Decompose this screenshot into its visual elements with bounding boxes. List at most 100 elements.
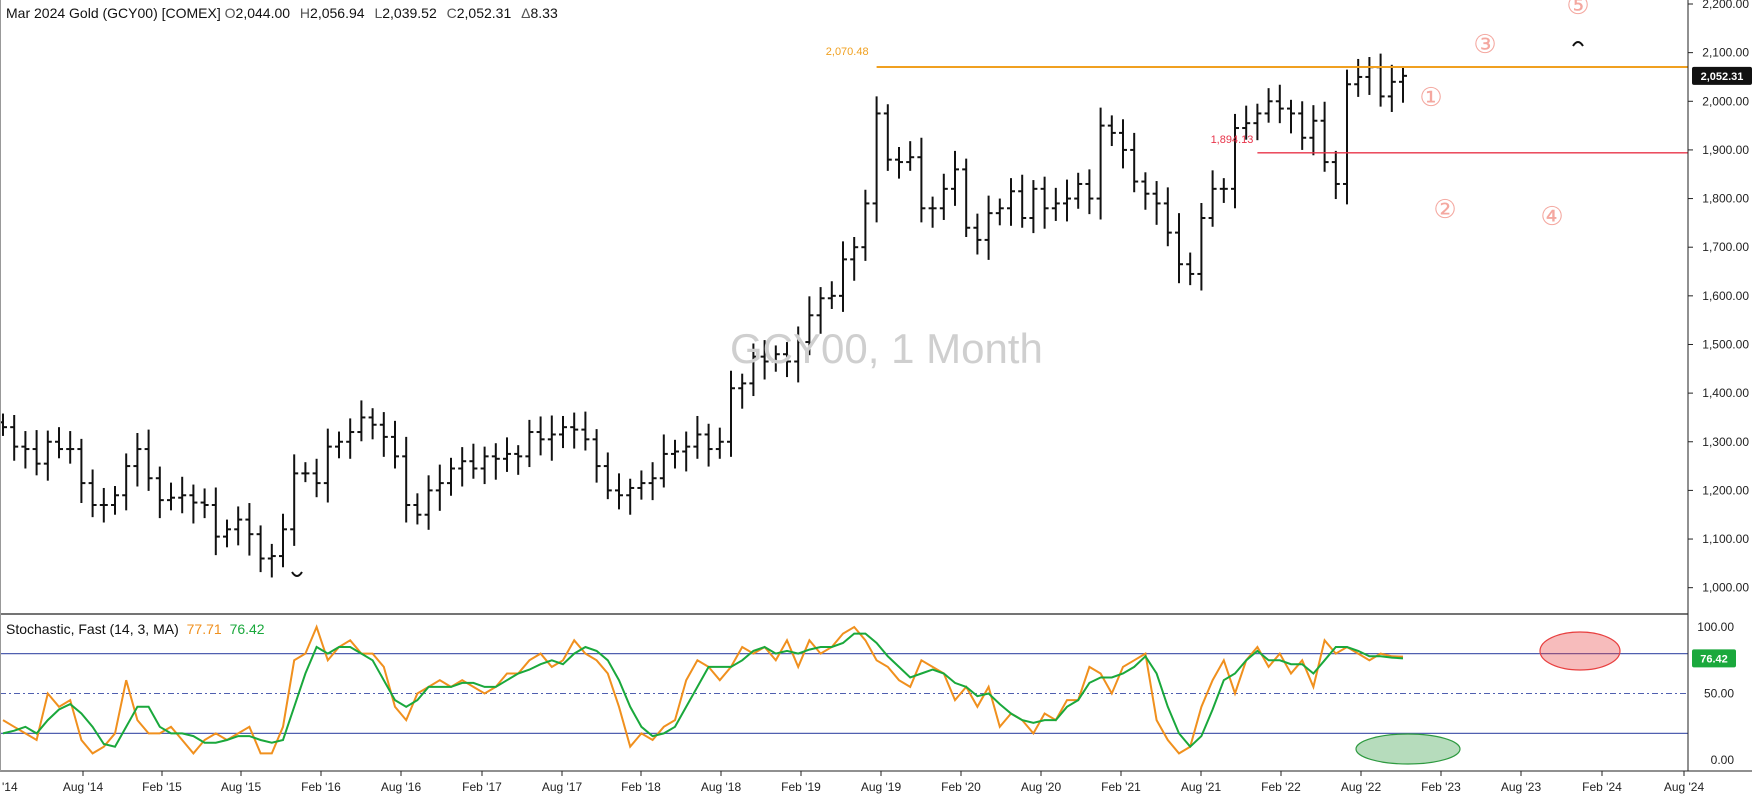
stochastic-title: Stochastic, Fast — [6, 621, 106, 637]
x-tick-label: Feb '24 — [1582, 780, 1622, 794]
price-bar — [671, 439, 679, 469]
price-bar — [525, 419, 534, 468]
price-tick-label: 2,200.00 — [1702, 0, 1749, 11]
price-bar — [906, 141, 915, 171]
price-tick-label: 1,400.00 — [1702, 386, 1749, 400]
price-bar — [447, 457, 455, 496]
overbought-ellipse — [1539, 631, 1621, 671]
price-bar — [514, 445, 523, 475]
price-bar — [223, 519, 231, 548]
price-bar — [178, 476, 187, 514]
price-tick-label: 1,700.00 — [1702, 240, 1749, 254]
price-bar — [895, 147, 903, 179]
price-bar — [1018, 174, 1027, 228]
price-bar — [1119, 119, 1127, 169]
price-bar — [491, 443, 500, 480]
price-bar — [805, 296, 814, 356]
x-tick-label: Aug '20 — [1021, 780, 1062, 794]
x-tick-label: Feb '17 — [462, 780, 502, 794]
price-bar — [10, 415, 19, 461]
chart-watermark: GCY00, 1 Month — [730, 325, 1043, 372]
last-price-tag-bg — [1692, 66, 1752, 85]
price-tick-label: 1,100.00 — [1702, 532, 1749, 546]
price-bar — [458, 447, 467, 487]
price-bar — [234, 506, 243, 546]
price-bar — [167, 482, 175, 511]
price-bar — [503, 437, 511, 472]
price-bar — [88, 469, 97, 518]
x-tick-label: Feb '20 — [941, 780, 981, 794]
price-tick-label: 1,900.00 — [1702, 143, 1749, 157]
price-tick-label: 1,600.00 — [1702, 289, 1749, 303]
price-bar — [928, 196, 937, 228]
x-tick-label: '14 — [2, 780, 18, 794]
stoch-d-line — [2, 632, 1404, 749]
price-bar — [872, 96, 881, 223]
x-tick-label: Feb '16 — [301, 780, 341, 794]
price-bar — [1107, 115, 1116, 147]
price-bar — [1354, 58, 1363, 97]
price-bar — [1219, 178, 1228, 203]
price-bar — [346, 418, 355, 459]
price-bar — [424, 475, 433, 530]
symbol-title: Mar 2024 Gold (GCY00) [COMEX] — [6, 5, 221, 21]
price-bar — [1320, 101, 1329, 172]
price-bar — [357, 400, 366, 442]
price-bar — [1231, 113, 1239, 209]
stoch-tick-label: 0.00 — [1711, 753, 1735, 767]
price-bar — [637, 470, 646, 500]
price-bar — [133, 433, 142, 487]
price-bar — [469, 443, 478, 479]
price-bar — [1264, 88, 1273, 123]
price-bar — [99, 487, 108, 523]
x-tick-label: Feb '15 — [142, 780, 182, 794]
price-bar — [1074, 172, 1083, 209]
price-bar — [77, 438, 86, 504]
price-bar — [256, 525, 265, 573]
open-key: O — [224, 5, 236, 21]
open-value: 2,044.00 — [235, 5, 291, 21]
x-tick-label: Aug '14 — [63, 780, 104, 794]
stochastic-panel: 76.42 — [0, 624, 1736, 765]
price-bar — [1040, 176, 1049, 229]
price-bar — [1309, 105, 1318, 156]
price-bar — [1242, 105, 1251, 140]
price-bar — [592, 429, 601, 483]
price-bar — [1387, 64, 1396, 112]
price-bar — [1163, 187, 1172, 247]
price-bar — [290, 454, 299, 546]
price-bar — [480, 446, 489, 485]
low-key: L — [374, 5, 383, 21]
price-bar — [1253, 103, 1262, 141]
price-bar — [1175, 213, 1183, 284]
x-tick-label: Aug '19 — [861, 780, 902, 794]
price-bar — [850, 236, 859, 281]
stochastic-params: (14, 3, MA) — [109, 621, 179, 637]
price-bar — [1197, 202, 1206, 291]
close-value: 2,052.31 — [456, 5, 512, 21]
price-bar — [1007, 178, 1015, 226]
price-bar — [323, 428, 332, 503]
price-bar — [547, 415, 556, 461]
x-tick-label: Feb '19 — [781, 780, 821, 794]
price-bar — [951, 150, 959, 206]
price-bar — [301, 462, 310, 483]
price-tick-label: 1,300.00 — [1702, 435, 1749, 449]
price-bar — [335, 431, 343, 459]
price-bar — [939, 173, 948, 220]
wave-label-1: ① — [1419, 83, 1442, 113]
price-bar — [1399, 66, 1407, 103]
price-bar — [279, 513, 287, 568]
stoch-tick-label: 100.00 — [1697, 620, 1734, 634]
price-bar — [312, 458, 321, 498]
price-bar — [839, 241, 847, 312]
price-bar — [626, 478, 635, 515]
price-bar — [570, 412, 579, 449]
price-bar — [559, 415, 567, 449]
stoch-tag-bg — [1692, 649, 1736, 668]
price-bar — [43, 430, 52, 481]
price-tick-label: 2,000.00 — [1702, 94, 1749, 108]
price-bar — [155, 466, 164, 519]
price-bar — [435, 464, 444, 511]
